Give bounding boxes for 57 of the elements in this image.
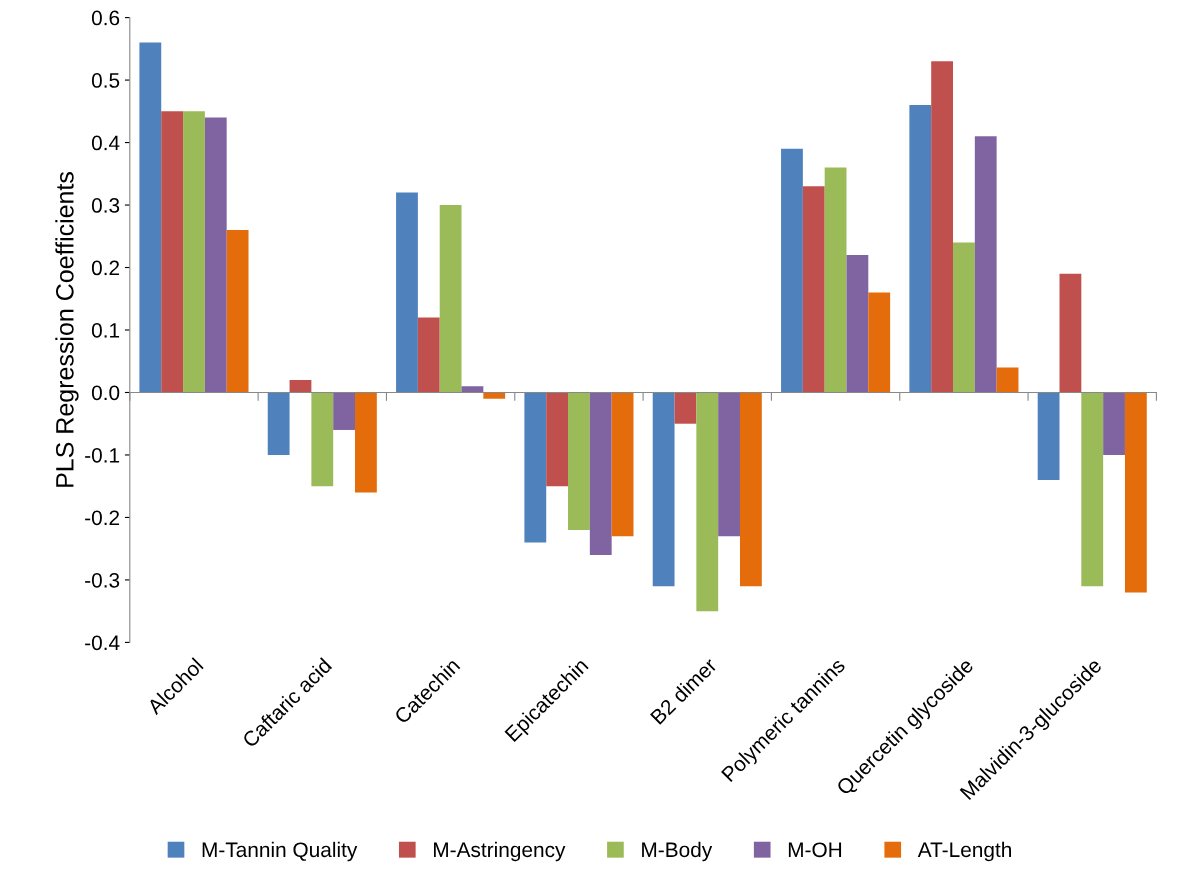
bar — [439, 205, 462, 393]
bar — [652, 392, 675, 587]
bar — [1103, 392, 1125, 455]
legend-label: M-OH — [788, 842, 842, 858]
bar — [1081, 392, 1104, 587]
y-tick-label: 0.0 — [91, 385, 120, 401]
bar — [483, 392, 506, 399]
y-tick-label: 0.2 — [91, 260, 120, 276]
legend-label: M-Body — [642, 841, 713, 862]
bar — [718, 392, 740, 537]
bar — [183, 111, 205, 393]
bar — [674, 392, 697, 424]
bar — [161, 111, 184, 393]
bar — [824, 167, 847, 393]
bar — [996, 367, 1019, 393]
y-tick-label: -0.1 — [85, 447, 120, 463]
bar — [589, 392, 612, 555]
bar — [1124, 392, 1147, 593]
y-tick-label: 0.1 — [91, 323, 120, 338]
y-tick-label: -0.2 — [85, 510, 120, 526]
bar — [546, 392, 569, 487]
bar — [524, 392, 547, 543]
bar — [204, 117, 227, 393]
bar — [909, 105, 932, 393]
bar — [568, 392, 590, 530]
bar — [696, 392, 719, 612]
bar — [461, 386, 484, 393]
bar — [267, 392, 290, 455]
bar — [226, 230, 249, 393]
legend-label: AT-Length — [917, 841, 1011, 862]
y-tick-label: 0.6 — [91, 10, 120, 26]
bar — [396, 192, 418, 393]
bar — [846, 255, 869, 393]
bar — [974, 136, 997, 393]
y-axis-title: PLS Regression Coefficients — [55, 172, 79, 487]
bar — [289, 379, 312, 393]
bar — [931, 61, 953, 393]
bar — [953, 242, 975, 393]
bar — [611, 392, 634, 537]
bar — [781, 148, 803, 393]
bar — [417, 317, 440, 393]
bar — [1037, 392, 1060, 480]
y-tick-label: 0.5 — [91, 73, 120, 88]
y-tick-label: 0.3 — [91, 198, 120, 213]
y-tick-label: -0.4 — [85, 635, 120, 651]
bar — [333, 392, 356, 430]
y-tick-label: -0.3 — [85, 572, 120, 588]
bar — [355, 392, 377, 493]
bar — [1059, 273, 1082, 393]
bar — [311, 392, 334, 487]
bar — [802, 186, 825, 393]
bar — [139, 42, 162, 393]
legend-label: M-Tannin Quality — [202, 841, 358, 862]
bar — [739, 392, 762, 587]
legend-label: M-Astringency — [434, 841, 566, 862]
bar — [868, 292, 891, 393]
y-tick-label: 0.4 — [91, 135, 120, 151]
